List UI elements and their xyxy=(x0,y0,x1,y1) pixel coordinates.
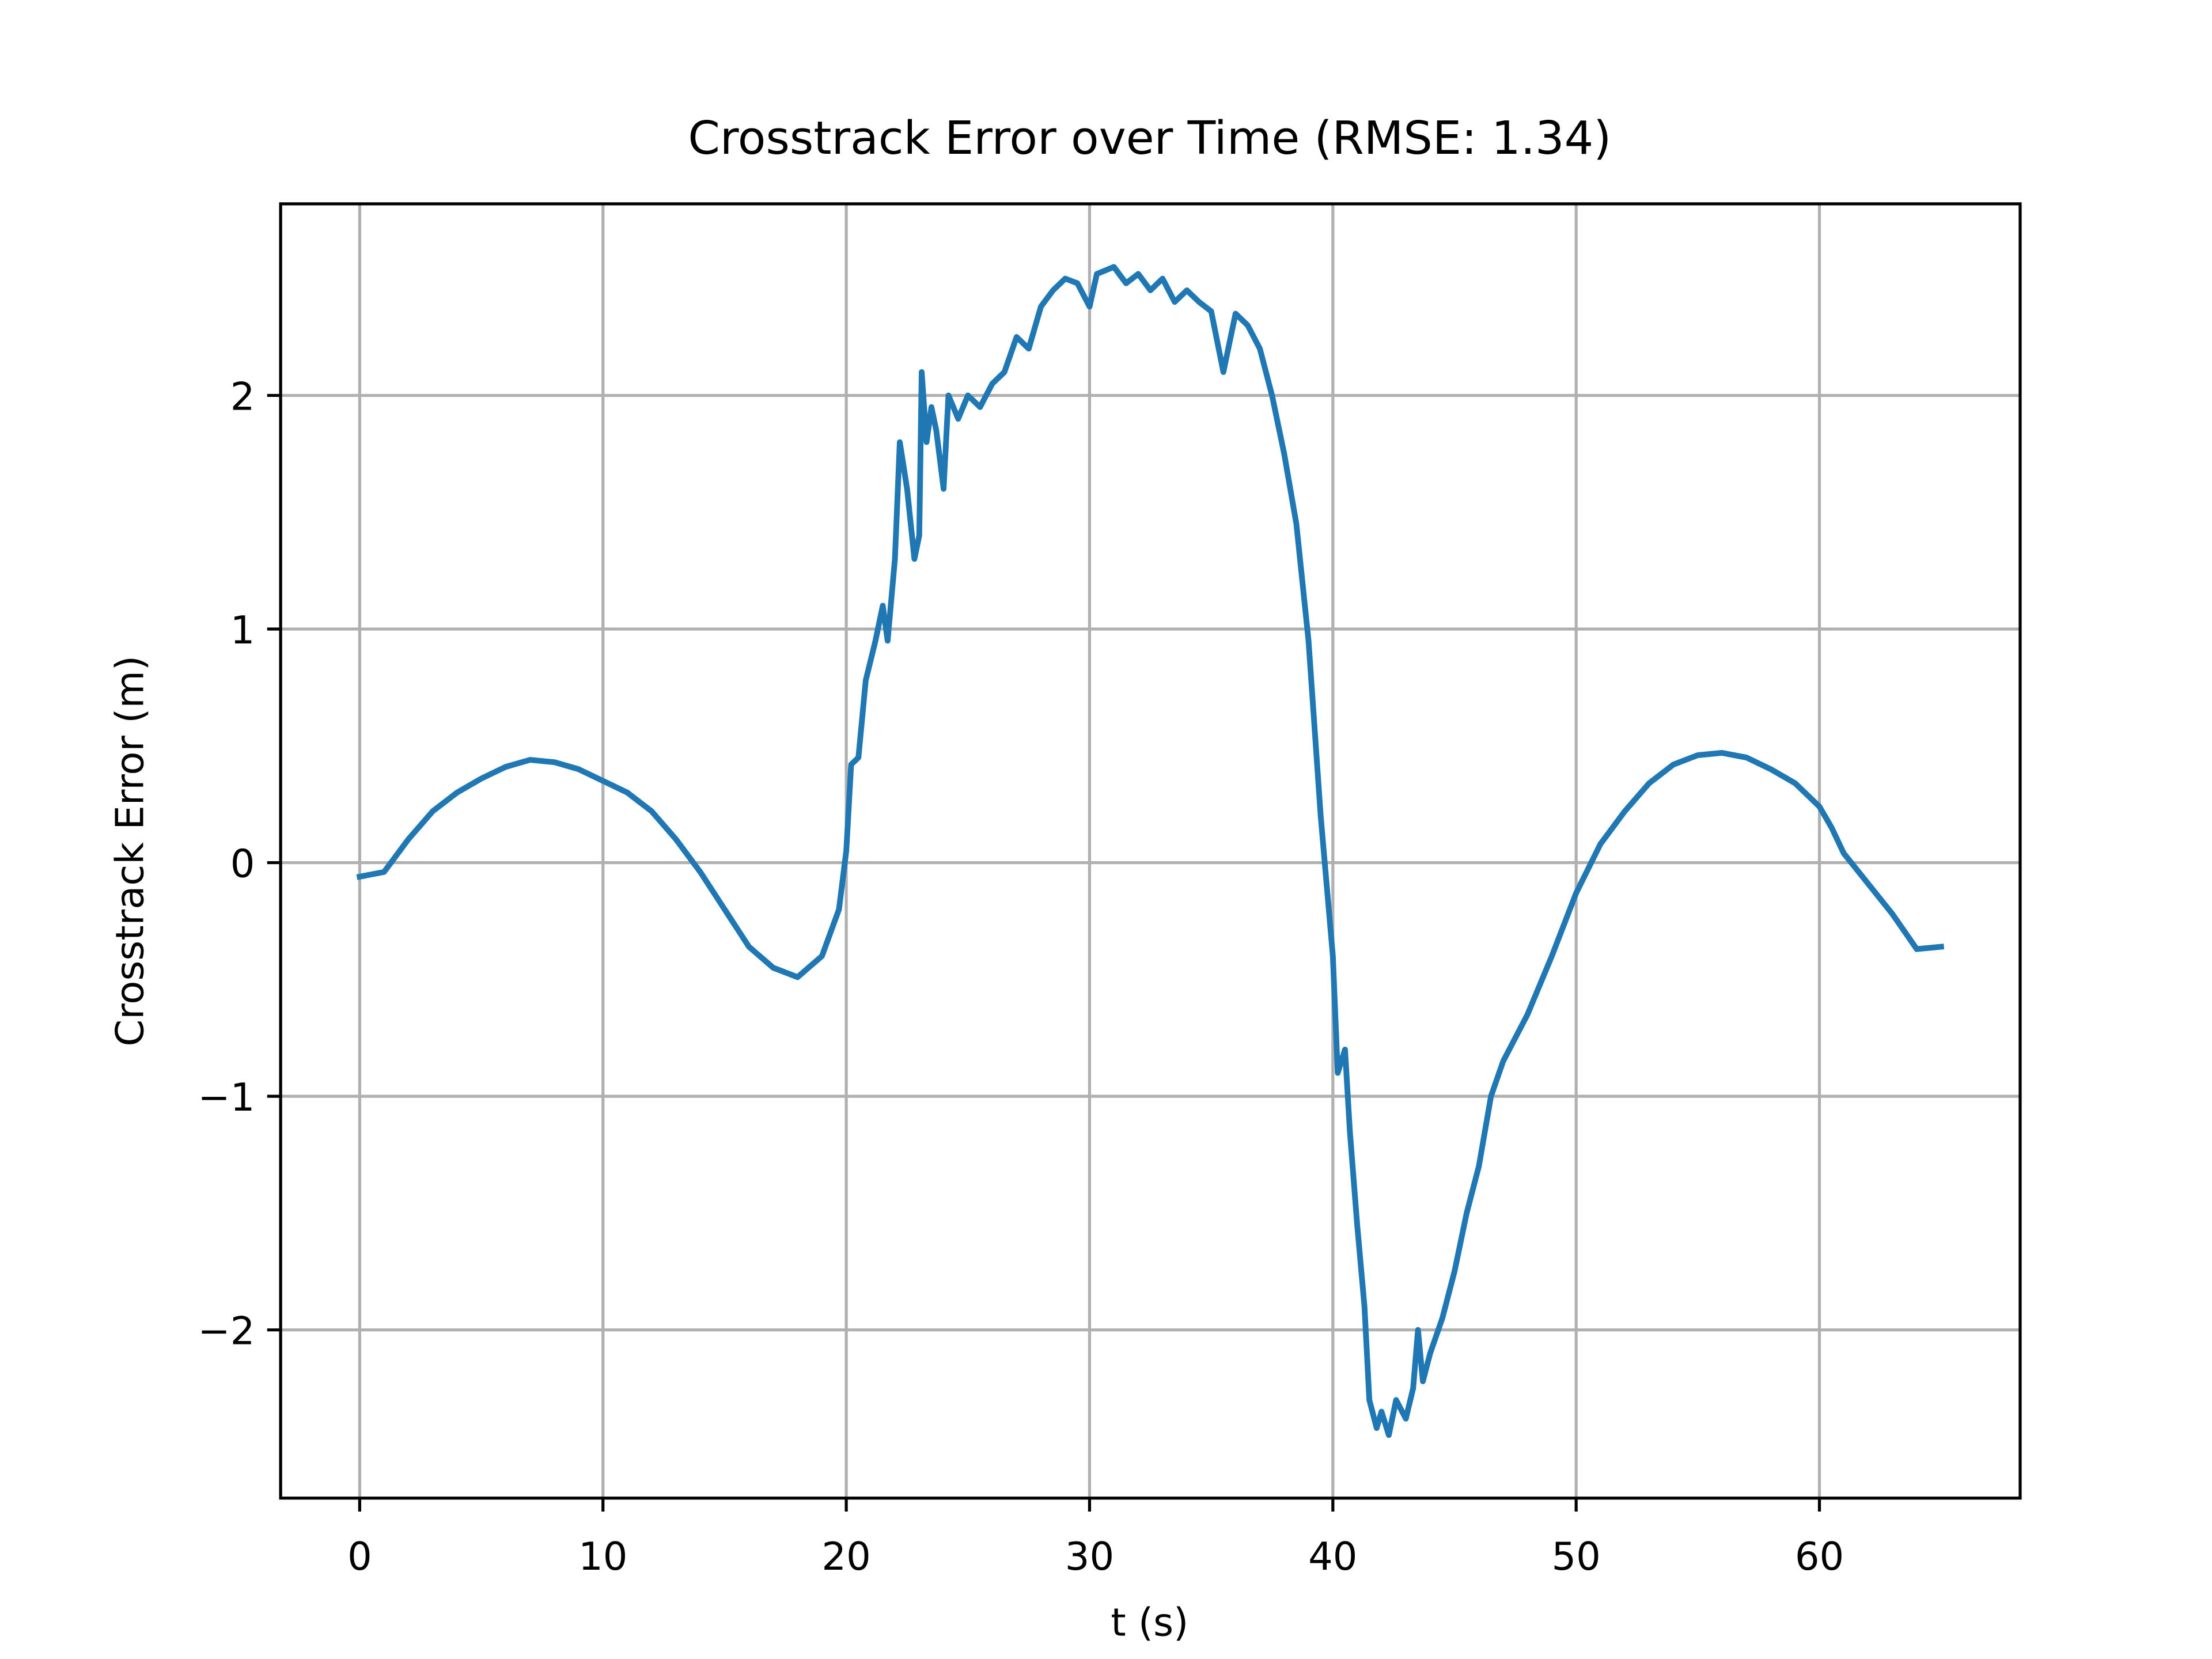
x-tick-label: 10 xyxy=(578,1534,627,1579)
x-tick-label: 0 xyxy=(347,1534,372,1579)
x-tick-label: 30 xyxy=(1065,1534,1114,1579)
chart-title: Crosstrack Error over Time (RMSE: 1.34) xyxy=(688,111,1611,165)
y-tick-label: 1 xyxy=(230,608,255,653)
x-tick-label: 40 xyxy=(1308,1534,1357,1579)
data-line xyxy=(356,264,1945,1438)
x-tick-label: 60 xyxy=(1795,1534,1844,1579)
x-tick-label: 50 xyxy=(1551,1534,1600,1579)
y-tick-label: −2 xyxy=(198,1309,255,1354)
x-tick-label: 20 xyxy=(821,1534,870,1579)
y-axis-label: Crosstrack Error (m) xyxy=(108,656,153,1047)
plot-frame xyxy=(279,202,2022,1500)
y-tick-label: −1 xyxy=(198,1075,255,1120)
y-tick-label: 0 xyxy=(230,841,255,886)
y-tick-label: 2 xyxy=(230,374,255,419)
x-axis-label: t (s) xyxy=(1111,1600,1188,1645)
